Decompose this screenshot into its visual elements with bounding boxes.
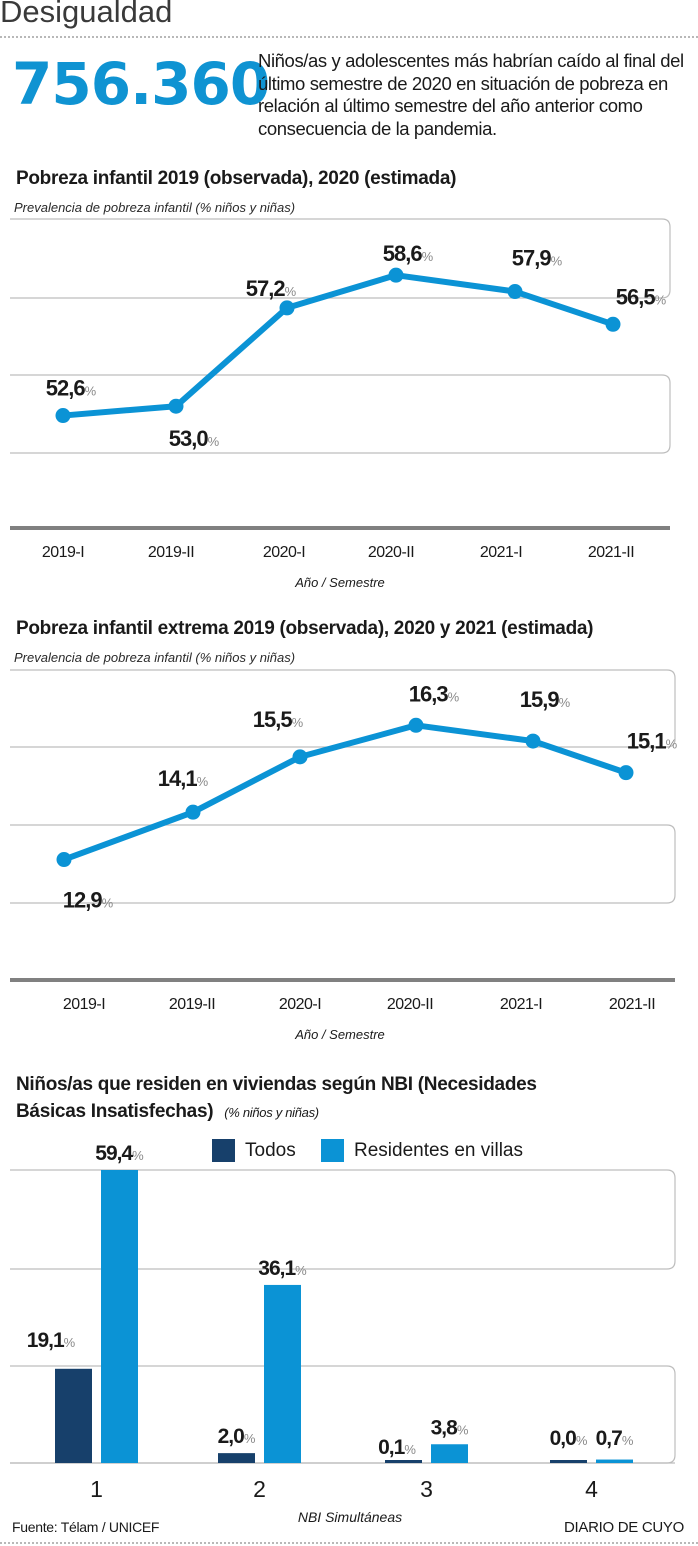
chart2-data-label-2020-II: 16,3%	[409, 681, 460, 706]
chart2-point-2021-II	[618, 765, 634, 781]
chart2-point-2020-II	[408, 717, 424, 733]
chart3-bar-villas-1	[101, 1170, 138, 1463]
divider	[0, 36, 698, 38]
chart3-data-label-todos-3: 0,1%	[378, 1436, 416, 1459]
chart2-tick-label: 2021-II	[609, 996, 655, 1013]
chart3-bar-todos-1	[55, 1368, 92, 1463]
chart3-data-label-todos-2: 2,0%	[218, 1425, 256, 1448]
chart3-grid-band	[10, 1169, 676, 1270]
chart2-data-label-2020-I: 15,5%	[253, 707, 304, 732]
legend-label-todos: Todos	[245, 1139, 296, 1161]
chart2-tick-label: 2019-I	[63, 996, 105, 1013]
chart1-point-2020-II	[388, 267, 404, 283]
chart3-data-label-villas-3: 3,8%	[431, 1416, 469, 1439]
chart3-bar-todos-2	[218, 1453, 255, 1463]
legend-todos: Todos	[212, 1139, 296, 1162]
chart1-grid-band	[10, 218, 671, 299]
chart3-tick-label: 3	[420, 1476, 433, 1502]
chart1-tick-label: 2021-II	[588, 544, 634, 561]
chart2-tick-label: 2021-I	[500, 996, 542, 1013]
chart2-tick-label: 2019-II	[169, 996, 215, 1013]
chart3-data-label-villas-2: 36,1%	[258, 1257, 307, 1280]
chart1-point-2021-II	[605, 316, 621, 332]
headline-number: 756.360	[12, 50, 270, 118]
chart2-grid-band	[10, 669, 676, 748]
chart1-data-label-2021-II: 56,5%	[616, 284, 667, 309]
chart3-data-label-todos-4: 0,0%	[550, 1427, 588, 1450]
chart2-series-line	[61, 722, 629, 863]
publisher-brand: DIARIO DE CUYO	[564, 1519, 684, 1536]
chart3-subtitle: (% niños y niñas)	[224, 1105, 319, 1120]
chart1-title: Pobreza infantil 2019 (observada), 2020 …	[16, 168, 457, 189]
chart1-point-2020-I	[279, 300, 295, 316]
legend-swatch-villas	[321, 1139, 344, 1162]
chart2-data-label-2021-I: 15,9%	[520, 687, 571, 712]
chart2-x-axis-label: Año / Semestre	[294, 1027, 385, 1042]
chart1-data-label-2020-I: 57,2%	[246, 276, 297, 301]
chart2-tick-label: 2020-I	[279, 996, 321, 1013]
chart2-title: Pobreza infantil extrema 2019 (observada…	[16, 618, 594, 639]
chart3-x-axis-label: NBI Simultáneas	[298, 1509, 402, 1525]
chart3-title-line1: Niños/as que residen en viviendas según …	[16, 1074, 537, 1095]
chart2-grid-band	[10, 824, 676, 904]
footer-divider	[0, 1542, 698, 1544]
chart1-tick-label: 2020-II	[368, 544, 414, 561]
chart1-data-label-2021-I: 57,9%	[512, 246, 563, 271]
legend-villas: Residentes en villas	[321, 1139, 523, 1162]
chart3-data-label-villas-4: 0,7%	[596, 1427, 634, 1450]
chart2-point-2019-I	[56, 852, 72, 868]
section-title: Desigualdad	[0, 0, 173, 29]
chart1-point-2019-II	[168, 398, 184, 414]
chart2-point-2021-I	[525, 733, 541, 749]
legend-label-villas: Residentes en villas	[354, 1139, 523, 1161]
chart1-tick-label: 2021-I	[480, 544, 522, 561]
chart1-data-label-2020-II: 58,6%	[383, 241, 434, 266]
chart2-data-label-2019-I: 12,9%	[63, 888, 114, 913]
chart3-bar-villas-4	[596, 1459, 633, 1463]
chart2-data-label-2019-II: 14,1%	[158, 766, 209, 791]
chart1-data-label-2019-II: 53,0%	[169, 426, 220, 451]
chart2-data-label-2021-II: 15,1%	[627, 729, 678, 754]
chart2-tick-label: 2020-II	[387, 996, 433, 1013]
chart3-bar-villas-2	[264, 1284, 301, 1463]
chart1-subtitle: Prevalencia de pobreza infantil (% niños…	[14, 200, 296, 215]
legend-swatch-todos	[212, 1139, 235, 1162]
chart3-bar-villas-3	[431, 1444, 468, 1463]
chart3-data-label-villas-1: 59,4%	[95, 1142, 144, 1165]
chart3-tick-label: 1	[90, 1476, 103, 1502]
intro-text: Niños/as y adolescentes más habrían caíd…	[258, 50, 684, 139]
chart3-bar-todos-3	[385, 1460, 422, 1463]
chart1-series-line	[60, 272, 616, 419]
chart2-point-2020-I	[292, 749, 308, 765]
chart2-subtitle: Prevalencia de pobreza infantil (% niños…	[14, 650, 296, 665]
chart1-x-axis-label: Año / Semestre	[294, 575, 385, 590]
chart1-tick-label: 2019-I	[42, 544, 84, 561]
chart3-bar-todos-4	[550, 1460, 587, 1463]
chart3-title-line2: Básicas Insatisfechas)	[16, 1101, 214, 1122]
chart1-point-2021-I	[507, 284, 523, 300]
chart1-point-2019-I	[55, 408, 71, 424]
chart3-title: Niños/as que residen en viviendas según …	[16, 1071, 537, 1126]
chart3-tick-label: 4	[585, 1476, 598, 1502]
chart1-data-label-2019-I: 52,6%	[46, 376, 97, 401]
source-credit: Fuente: Télam / UNICEF	[12, 1519, 160, 1535]
chart1-tick-label: 2019-II	[148, 544, 194, 561]
chart2-point-2019-II	[185, 804, 201, 820]
chart1-tick-label: 2020-I	[263, 544, 305, 561]
chart1-grid-band	[10, 374, 671, 454]
chart3-data-label-todos-1: 19,1%	[27, 1329, 76, 1352]
chart3-tick-label: 2	[253, 1476, 266, 1502]
